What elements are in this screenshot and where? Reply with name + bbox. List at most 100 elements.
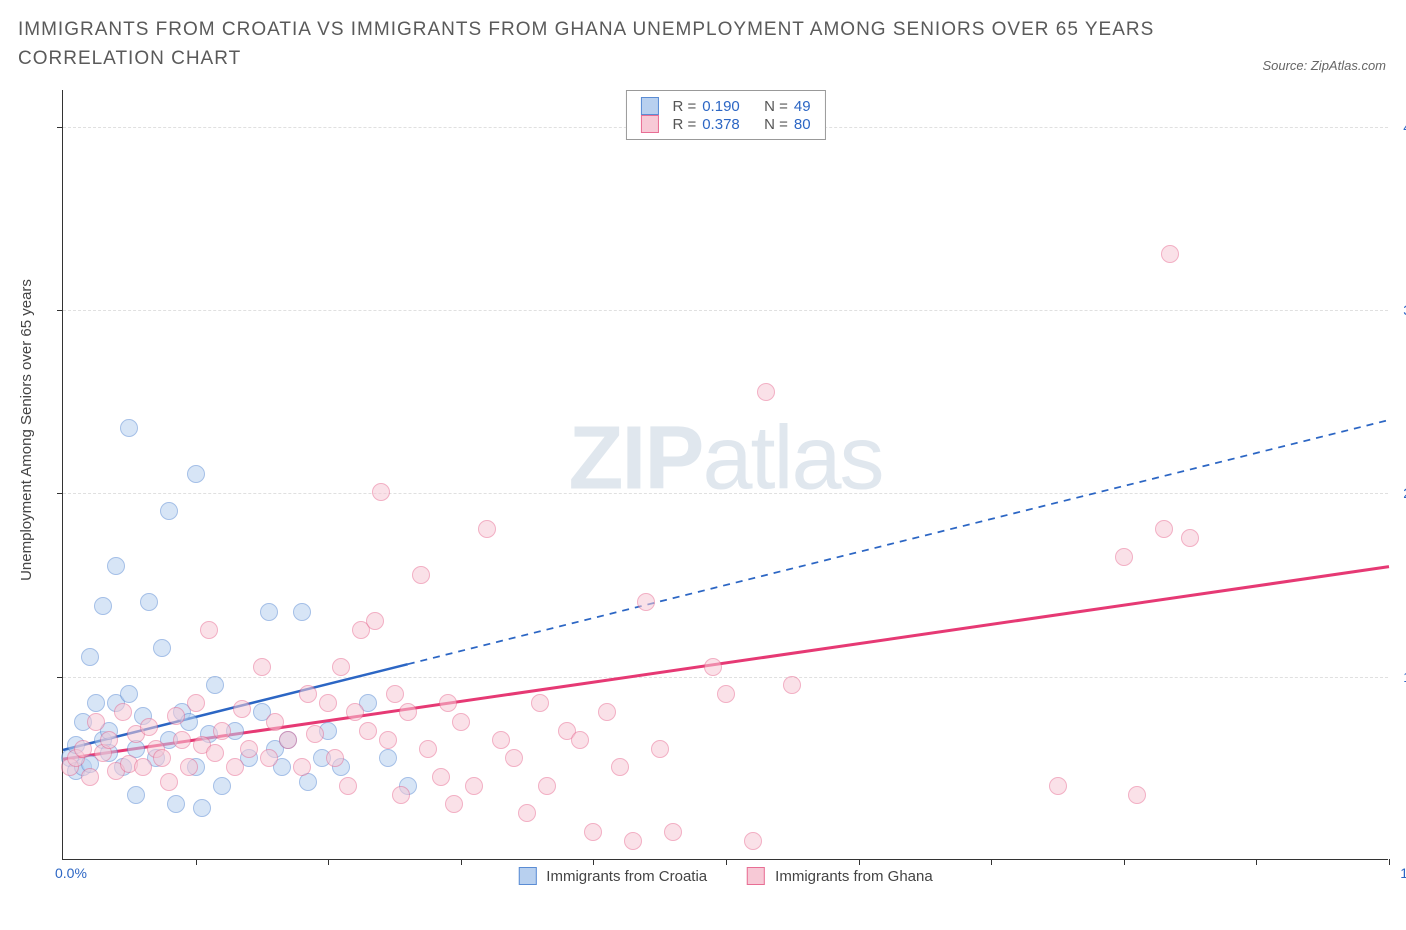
data-point-ghana [226, 758, 244, 776]
data-point-ghana [445, 795, 463, 813]
data-point-ghana [783, 676, 801, 694]
data-point-croatia [293, 603, 311, 621]
data-point-ghana [339, 777, 357, 795]
chart-title: IMMIGRANTS FROM CROATIA VS IMMIGRANTS FR… [18, 16, 1286, 73]
data-point-ghana [326, 749, 344, 767]
trend-line-dashed-croatia [408, 420, 1389, 664]
stats-box: R = 0.190 N = 49 R = 0.378 N = 80 [625, 90, 825, 140]
data-point-croatia [160, 502, 178, 520]
data-point-croatia [260, 603, 278, 621]
data-point-croatia [140, 593, 158, 611]
data-point-ghana [1161, 245, 1179, 263]
data-point-ghana [1128, 786, 1146, 804]
data-point-ghana [505, 749, 523, 767]
swatch-ghana [640, 115, 658, 133]
data-point-ghana [233, 700, 251, 718]
x-tick [593, 859, 594, 865]
n-label: N = [764, 98, 788, 115]
swatch-croatia [518, 867, 536, 885]
data-point-ghana [346, 703, 364, 721]
x-tick [1256, 859, 1257, 865]
data-point-ghana [664, 823, 682, 841]
data-point-ghana [452, 713, 470, 731]
data-point-ghana [114, 703, 132, 721]
data-point-ghana [306, 725, 324, 743]
r-value-ghana: 0.378 [702, 116, 740, 133]
data-point-ghana [279, 731, 297, 749]
n-label: N = [764, 116, 788, 133]
data-point-ghana [87, 713, 105, 731]
x-max-label: 10.0% [1400, 865, 1406, 881]
legend-label: Immigrants from Croatia [546, 868, 707, 885]
swatch-croatia [640, 97, 658, 115]
chart-legend: Immigrants from Croatia Immigrants from … [518, 867, 932, 885]
data-point-croatia [379, 749, 397, 767]
r-label: R = [672, 116, 696, 133]
data-point-ghana [386, 685, 404, 703]
x-tick [461, 859, 462, 865]
data-point-ghana [717, 685, 735, 703]
data-point-ghana [206, 744, 224, 762]
stats-row-croatia: R = 0.190 N = 49 [640, 97, 810, 115]
data-point-ghana [187, 694, 205, 712]
data-point-ghana [266, 713, 284, 731]
data-point-ghana [611, 758, 629, 776]
data-point-ghana [392, 786, 410, 804]
data-point-croatia [94, 597, 112, 615]
data-point-croatia [167, 795, 185, 813]
data-point-ghana [419, 740, 437, 758]
data-point-ghana [412, 566, 430, 584]
data-point-ghana [757, 383, 775, 401]
data-point-ghana [253, 658, 271, 676]
data-point-ghana [744, 832, 762, 850]
x-tick [196, 859, 197, 865]
scatter-chart: ZIPatlas 10.0%20.0%30.0%40.0% R = 0.190 … [62, 90, 1388, 860]
data-point-ghana [399, 703, 417, 721]
data-point-ghana [465, 777, 483, 795]
data-point-croatia [193, 799, 211, 817]
data-point-ghana [140, 718, 158, 736]
data-point-croatia [107, 557, 125, 575]
data-point-ghana [153, 749, 171, 767]
data-point-ghana [293, 758, 311, 776]
grid-line [63, 310, 1388, 311]
r-value-croatia: 0.190 [702, 98, 740, 115]
data-point-ghana [319, 694, 337, 712]
data-point-ghana [1049, 777, 1067, 795]
data-point-ghana [492, 731, 510, 749]
data-point-ghana [598, 703, 616, 721]
x-tick [991, 859, 992, 865]
data-point-croatia [213, 777, 231, 795]
n-value-ghana: 80 [794, 116, 811, 133]
data-point-ghana [432, 768, 450, 786]
data-point-ghana [624, 832, 642, 850]
data-point-ghana [372, 483, 390, 501]
data-point-ghana [134, 758, 152, 776]
data-point-croatia [206, 676, 224, 694]
legend-item-ghana: Immigrants from Ghana [747, 867, 933, 885]
data-point-ghana [180, 758, 198, 776]
n-value-croatia: 49 [794, 98, 811, 115]
grid-line [63, 677, 1388, 678]
legend-item-croatia: Immigrants from Croatia [518, 867, 707, 885]
source-label: Source: ZipAtlas.com [1262, 58, 1386, 73]
data-point-ghana [366, 612, 384, 630]
data-point-ghana [651, 740, 669, 758]
data-point-ghana [538, 777, 556, 795]
data-point-ghana [240, 740, 258, 758]
data-point-ghana [200, 621, 218, 639]
data-point-ghana [100, 731, 118, 749]
watermark: ZIPatlas [568, 408, 882, 511]
data-point-ghana [1115, 548, 1133, 566]
x-tick [726, 859, 727, 865]
data-point-ghana [173, 731, 191, 749]
x-tick [859, 859, 860, 865]
data-point-croatia [153, 639, 171, 657]
legend-label: Immigrants from Ghana [775, 868, 933, 885]
y-axis-label: Unemployment Among Seniors over 65 years [18, 279, 35, 581]
data-point-ghana [1181, 529, 1199, 547]
data-point-croatia [87, 694, 105, 712]
data-point-croatia [81, 648, 99, 666]
data-point-ghana [260, 749, 278, 767]
swatch-ghana [747, 867, 765, 885]
